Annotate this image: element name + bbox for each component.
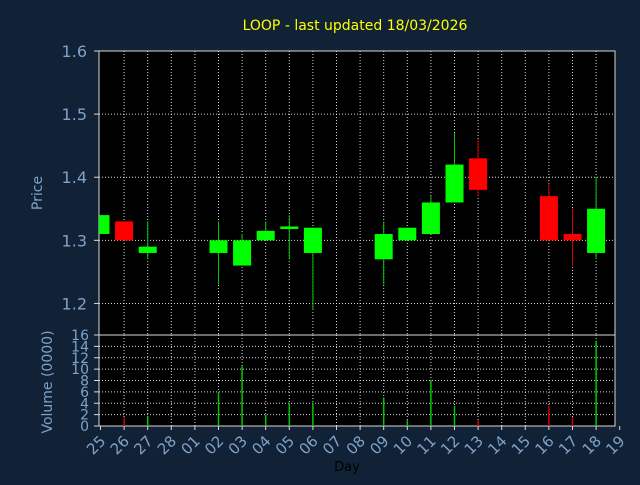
volume-bar <box>264 414 267 426</box>
volume-grid <box>98 334 616 427</box>
volume-bar <box>477 420 479 426</box>
volume-tick-label: 12 <box>71 351 89 367</box>
volume-axis-label: Volume (0000) <box>40 330 56 433</box>
price-axis-ticks: 1.2 1.3 1.4 1.5 1.6 <box>62 42 99 313</box>
volume-tick-label: 2 <box>80 408 89 424</box>
price-tick-label: 1.3 <box>62 231 87 250</box>
volume-tick-label: 14 <box>71 339 89 355</box>
volume-bar <box>146 416 149 426</box>
volume-bar <box>241 366 243 426</box>
volume-bar <box>571 417 574 426</box>
volume-bar <box>406 420 409 426</box>
candle-body <box>233 240 252 266</box>
candle-body <box>115 221 134 241</box>
candles <box>99 133 606 310</box>
price-tick-label: 1.5 <box>62 105 87 124</box>
candle-body <box>138 246 157 253</box>
price-tick-label: 1.4 <box>62 168 87 187</box>
volume-bar <box>217 391 220 426</box>
volume-bar <box>288 403 291 426</box>
candle-body <box>303 227 322 253</box>
candle-body <box>374 234 393 260</box>
candle-body <box>563 234 582 241</box>
volume-bar <box>312 403 314 426</box>
volume-bar <box>453 406 456 426</box>
volume-bar <box>595 340 597 426</box>
price-axis-label: Price <box>30 176 46 210</box>
x-axis-label: Day <box>334 460 360 475</box>
chart-title: LOOP - last updated 18/03/2026 <box>243 18 468 34</box>
volume-bar <box>430 380 432 426</box>
candle-body <box>398 227 417 241</box>
price-grid <box>98 50 616 336</box>
price-plot-area <box>99 51 615 335</box>
volume-tick-label: 10 <box>71 362 89 378</box>
volume-bars <box>123 340 597 426</box>
candle-body <box>99 215 110 235</box>
volume-tick-label: 8 <box>80 374 89 390</box>
candle-body <box>445 164 464 203</box>
candle-body <box>539 196 558 241</box>
volume-bar <box>123 417 125 426</box>
candle-body <box>256 230 275 241</box>
volume-bar <box>382 397 385 426</box>
candle-body <box>469 158 488 190</box>
volume-tick-label: 4 <box>80 396 89 412</box>
volume-tick-label: 0 <box>80 419 89 435</box>
volume-tick-label: 16 <box>71 328 89 344</box>
volume-bar <box>548 406 550 426</box>
candle-body <box>280 226 299 229</box>
volume-tick-label: 6 <box>80 385 89 401</box>
price-tick-label: 1.2 <box>62 294 87 313</box>
price-tick-label: 1.6 <box>62 42 87 61</box>
candle-body <box>209 240 228 253</box>
candle-body <box>421 202 440 235</box>
candle-body <box>587 208 606 253</box>
